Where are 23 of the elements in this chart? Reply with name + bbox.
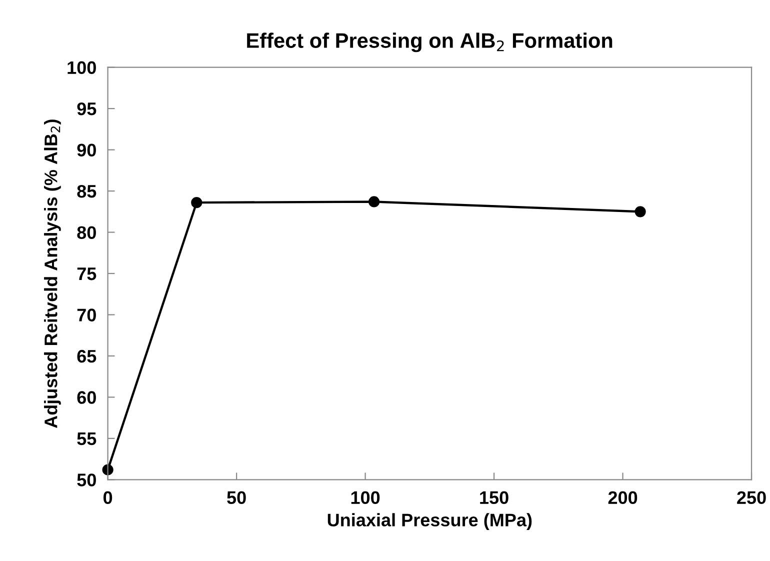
y-axis-title: Adjusted Reitveld Analysis (% AlB$_{2}$): [44, 120, 61, 428]
chart-title: Effect of Pressing on AlB$_{2}$ Formation: [247, 32, 612, 52]
y-tick-label: 85: [77, 184, 96, 198]
y-tick-label: 100: [68, 61, 96, 74]
y-tick-label: 75: [77, 268, 96, 280]
x-axis-title: Uniaxial Pressure (MPa): [328, 513, 532, 530]
x-tick-label: 100: [351, 491, 380, 504]
y-tick-label: 90: [77, 144, 96, 157]
y-tick-label: 55: [77, 432, 96, 446]
y-tick-label: 65: [77, 350, 96, 363]
y-tick-label: 70: [77, 308, 96, 322]
x-tick-label: 0: [103, 491, 112, 504]
x-tick-label: 50: [227, 491, 246, 504]
y-tick-label: 60: [77, 391, 96, 404]
point: [368, 196, 380, 208]
x-tick-label: 200: [608, 491, 638, 504]
point: [191, 197, 202, 208]
point: [634, 206, 646, 218]
y-tick-label: 95: [77, 102, 96, 116]
x-tick-label: 250: [737, 491, 766, 504]
x-tick-label: 150: [480, 491, 508, 504]
y-tick-label: 50: [77, 474, 96, 486]
y-tick-label: 80: [77, 226, 96, 239]
